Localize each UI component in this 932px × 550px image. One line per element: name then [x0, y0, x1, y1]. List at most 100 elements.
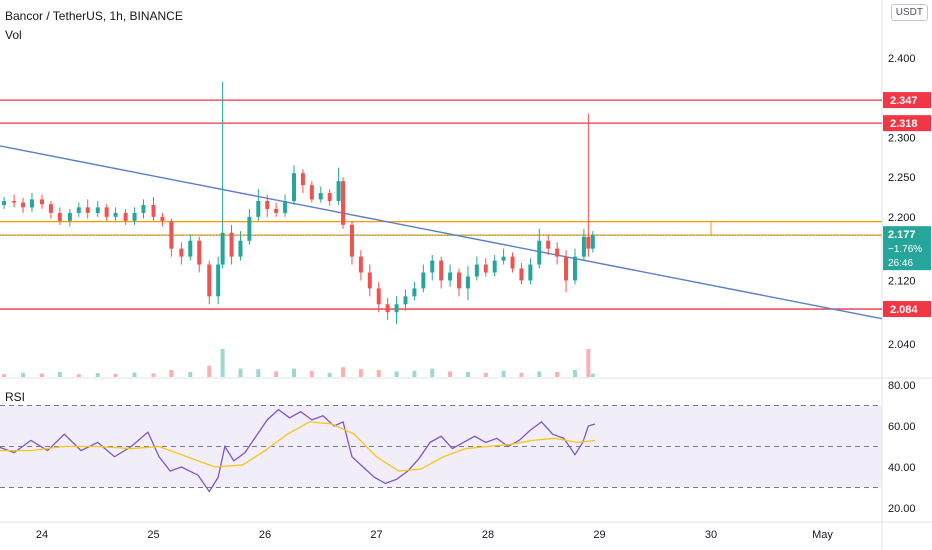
- candle-body: [141, 204, 146, 213]
- volume-bar: [586, 349, 591, 377]
- volume-bar: [169, 370, 174, 377]
- volume-bar: [291, 368, 296, 377]
- volume-bar: [555, 371, 560, 377]
- volume-bar: [220, 349, 225, 377]
- volume-bar: [309, 370, 314, 377]
- volume-bar: [341, 367, 346, 377]
- candle-body: [300, 173, 305, 186]
- candle-body: [336, 181, 341, 201]
- volume-bar: [207, 365, 212, 377]
- candle-body: [57, 212, 62, 221]
- candle-body: [537, 240, 542, 265]
- candle-countdown: 26:46: [888, 258, 913, 269]
- candle-body: [21, 202, 26, 208]
- price-level-tag: [883, 92, 931, 109]
- volume-bar: [376, 370, 381, 377]
- candle-body: [367, 272, 372, 289]
- volume-bar: [40, 373, 44, 377]
- volume-bar: [113, 373, 118, 377]
- candle-body: [160, 216, 165, 221]
- volume-bar: [590, 373, 595, 377]
- candle-body: [349, 224, 354, 257]
- price-level-label: 2.347: [890, 95, 918, 107]
- time-tick-label: 26: [259, 529, 271, 541]
- candle-body: [238, 240, 243, 257]
- candle-body: [247, 216, 252, 241]
- candlestick-series: [2, 81, 595, 325]
- candle-body: [412, 288, 417, 297]
- volume-bar: [465, 371, 470, 377]
- candle-body: [229, 232, 234, 257]
- candle-body: [179, 248, 184, 257]
- candle-body: [385, 304, 390, 313]
- candle-body: [510, 256, 515, 269]
- price-level-tag: [883, 301, 931, 318]
- candle-body: [403, 296, 408, 305]
- candle-body: [492, 260, 497, 273]
- candle-body: [95, 207, 100, 213]
- rsi-tick-label: 20.00: [888, 503, 916, 515]
- candle-body: [394, 304, 399, 313]
- time-tick-label: 28: [482, 529, 494, 541]
- candle-body: [207, 264, 212, 297]
- candle-body: [501, 256, 506, 261]
- candle-body: [581, 236, 586, 257]
- volume-bar: [537, 371, 542, 377]
- volume-bar: [327, 372, 332, 377]
- candle-body: [85, 207, 90, 213]
- candle-body: [188, 240, 193, 257]
- time-tick-label: May: [812, 529, 833, 541]
- last-price-change: −1.76%: [888, 244, 922, 255]
- volume-bar: [412, 370, 417, 377]
- candle-body: [457, 272, 462, 289]
- volume-bars: [2, 349, 595, 377]
- candle-body: [151, 204, 156, 217]
- volume-bar: [274, 371, 279, 377]
- volume-bar: [430, 368, 435, 377]
- candle-body: [564, 256, 569, 281]
- candle-body: [2, 201, 7, 205]
- volume-bar: [2, 374, 7, 377]
- candle-body: [376, 288, 381, 305]
- volume-bar: [76, 374, 81, 377]
- currency-badge[interactable]: USDT: [890, 4, 928, 21]
- last-price-tag: [883, 226, 931, 271]
- price-tick-label: 2.400: [888, 53, 916, 65]
- rsi-tick-label: 80.00: [888, 380, 916, 392]
- candle-body: [265, 201, 270, 209]
- volume-bar: [448, 371, 453, 377]
- candle-body: [132, 212, 137, 221]
- trendline: [0, 145, 883, 320]
- price-tick-label: 2.120: [888, 275, 916, 287]
- time-tick-label: 29: [593, 529, 605, 541]
- volume-bar: [95, 373, 100, 377]
- volume-legend: Vol: [5, 28, 22, 42]
- horizontal-levels[interactable]: 2.347 2.318 2.084: [0, 92, 931, 318]
- candle-body: [358, 256, 363, 273]
- candle-body: [48, 204, 53, 213]
- candle-body: [474, 264, 479, 277]
- candle-body: [448, 272, 453, 281]
- candle-body: [586, 236, 591, 249]
- candle-body: [421, 272, 426, 289]
- volume-bar: [483, 372, 488, 377]
- volume-bar: [394, 371, 399, 377]
- time-tick-label: 25: [147, 529, 159, 541]
- candle-body: [123, 212, 128, 221]
- candle-body: [341, 181, 346, 225]
- candle-body: [318, 193, 323, 200]
- candle-body: [291, 173, 296, 201]
- volume-bar: [21, 372, 26, 377]
- time-tick-label: 27: [370, 529, 382, 541]
- volume-bar: [358, 369, 363, 377]
- axes-layer: 2.177 −1.76% 26:46 2.040 2.120 2.200 2.250 2.30…: [36, 53, 931, 541]
- trendline-layer[interactable]: [0, 145, 883, 320]
- candle-body: [546, 240, 551, 249]
- time-tick-label: 24: [36, 529, 48, 541]
- rsi-moving-average: [0, 421, 596, 472]
- candle-body: [555, 248, 560, 257]
- price-tick-label: 2.040: [888, 339, 916, 351]
- price-tick-label: 2.200: [888, 212, 916, 224]
- candle-body: [283, 201, 288, 213]
